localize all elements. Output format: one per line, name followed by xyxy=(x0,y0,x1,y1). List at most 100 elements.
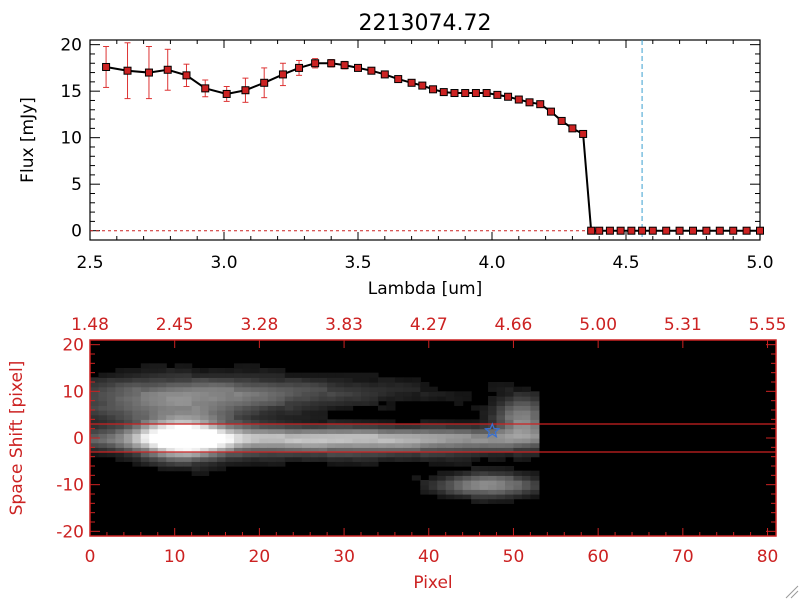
image-pixel xyxy=(479,433,489,439)
image-pixel xyxy=(301,400,311,406)
image-pixel xyxy=(123,447,133,453)
image-pixel xyxy=(200,400,210,406)
image-pixel xyxy=(420,452,430,458)
image-pixel xyxy=(513,447,523,453)
image-pixel xyxy=(259,438,269,444)
image-pixel xyxy=(183,372,193,378)
image-pixel xyxy=(293,442,303,448)
data-point xyxy=(689,226,697,235)
image-pixel xyxy=(488,414,498,420)
image-pixel xyxy=(225,442,235,448)
image-pixel xyxy=(149,442,159,448)
image-pixel xyxy=(445,424,455,430)
image-pixel xyxy=(149,386,159,392)
image-pixel xyxy=(208,456,218,462)
image-pixel xyxy=(496,410,506,416)
image-pixel xyxy=(276,456,286,462)
image-pixel xyxy=(361,442,371,448)
data-point xyxy=(595,226,604,235)
image-pixel xyxy=(140,363,150,369)
image-pixel xyxy=(208,368,218,374)
image-pixel xyxy=(191,419,201,425)
image-pixel xyxy=(149,456,159,462)
image-pixel xyxy=(428,484,438,490)
image-pixel xyxy=(445,456,455,462)
image-pixel xyxy=(191,456,201,462)
image-pixel xyxy=(462,452,472,458)
image-pixel xyxy=(225,461,235,467)
image-pixel xyxy=(157,363,167,369)
image-pixel xyxy=(90,419,100,425)
image-pixel xyxy=(504,386,515,392)
image-pixel xyxy=(428,433,438,439)
image-pixel xyxy=(183,400,193,406)
image-pixel xyxy=(445,396,455,402)
image-pixel xyxy=(115,419,125,425)
image-pixel xyxy=(208,428,218,434)
image-pixel xyxy=(284,414,294,420)
image-pixel xyxy=(488,456,498,462)
image-pixel xyxy=(174,368,184,374)
data-point xyxy=(627,226,636,235)
image-pixel xyxy=(208,400,218,406)
image-pixel xyxy=(242,461,252,467)
image-pixel xyxy=(428,428,438,434)
image-pixel xyxy=(276,461,286,467)
image-pixel xyxy=(301,433,311,439)
image-pixel xyxy=(233,382,244,388)
image-pixel xyxy=(471,484,481,490)
image-pixel xyxy=(496,391,506,397)
image-pixel xyxy=(242,424,252,430)
image-pixel xyxy=(115,372,125,378)
image-pixel xyxy=(335,428,345,434)
image-pixel xyxy=(496,475,506,481)
image-pixel xyxy=(106,442,117,448)
image-pixel xyxy=(183,428,193,434)
image-pixel xyxy=(496,382,506,388)
image-pixel xyxy=(149,382,159,388)
image-pixel xyxy=(479,452,489,458)
image-pixel xyxy=(259,391,269,397)
data-point xyxy=(418,81,427,90)
data-point xyxy=(380,70,389,79)
image-pixel xyxy=(437,461,447,467)
image-pixel xyxy=(496,494,506,500)
image-pixel xyxy=(437,447,447,453)
image-pixel xyxy=(428,386,438,392)
image-pixel xyxy=(361,400,371,406)
image-pixel xyxy=(250,461,260,467)
image-pixel xyxy=(488,400,498,406)
image-pixel xyxy=(335,442,345,448)
image-pixel xyxy=(327,405,337,411)
data-point xyxy=(163,65,172,74)
image-pixel xyxy=(200,419,210,425)
image-pixel xyxy=(513,414,523,420)
image-pixel xyxy=(530,410,540,416)
image-pixel xyxy=(174,466,184,472)
image-pixel xyxy=(132,386,142,392)
image-pixel xyxy=(200,470,210,476)
image-pixel xyxy=(174,452,184,458)
top-tick-label: 3.28 xyxy=(240,315,278,335)
image-pixel xyxy=(106,447,117,453)
image-pixel xyxy=(437,433,447,439)
image-pixel xyxy=(386,405,396,411)
image-pixel xyxy=(513,480,523,486)
data-point xyxy=(715,226,724,235)
image-pixel xyxy=(454,428,464,434)
data-point xyxy=(394,75,403,84)
y-tick-label: 10 xyxy=(60,129,82,149)
y-tick-label: 20 xyxy=(60,36,82,56)
image-pixel xyxy=(259,447,269,453)
image-pixel xyxy=(132,456,142,462)
image-pixel xyxy=(504,494,515,500)
extraction-aperture-lines xyxy=(90,423,776,453)
image-pixel xyxy=(140,433,150,439)
image-pixel xyxy=(140,386,150,392)
image-pixel xyxy=(411,447,421,453)
image-pixel xyxy=(411,456,421,462)
image-pixel xyxy=(157,405,167,411)
image-pixel xyxy=(513,386,523,392)
image-pixel xyxy=(310,405,320,411)
image-pixel xyxy=(513,494,523,500)
